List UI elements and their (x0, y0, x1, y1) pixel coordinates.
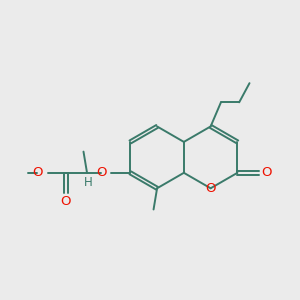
Text: O: O (261, 166, 272, 179)
Text: O: O (32, 166, 42, 179)
Text: O: O (96, 166, 107, 179)
Text: O: O (61, 195, 71, 208)
Text: O: O (206, 182, 216, 195)
Text: H: H (84, 176, 93, 189)
